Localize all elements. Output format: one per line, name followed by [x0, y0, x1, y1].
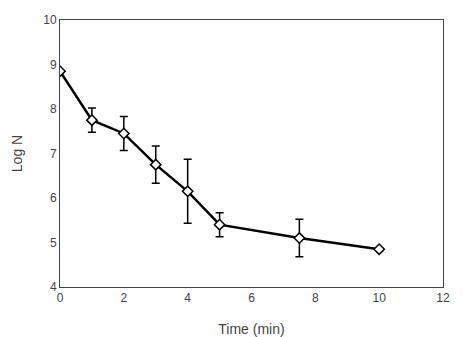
svg-text:9: 9: [50, 58, 57, 72]
svg-text:7: 7: [50, 147, 57, 161]
svg-text:4: 4: [50, 280, 57, 294]
svg-text:12: 12: [436, 291, 450, 305]
svg-text:10: 10: [43, 13, 57, 27]
svg-text:Log N: Log N: [9, 135, 25, 172]
svg-text:5: 5: [50, 236, 57, 250]
svg-text:6: 6: [50, 191, 57, 205]
svg-text:10: 10: [372, 291, 386, 305]
svg-text:2: 2: [120, 291, 127, 305]
svg-text:6: 6: [248, 291, 255, 305]
svg-text:Time (min): Time (min): [218, 321, 284, 337]
svg-text:8: 8: [50, 102, 57, 116]
svg-text:4: 4: [184, 291, 191, 305]
svg-text:8: 8: [312, 291, 319, 305]
svg-text:0: 0: [57, 291, 64, 305]
